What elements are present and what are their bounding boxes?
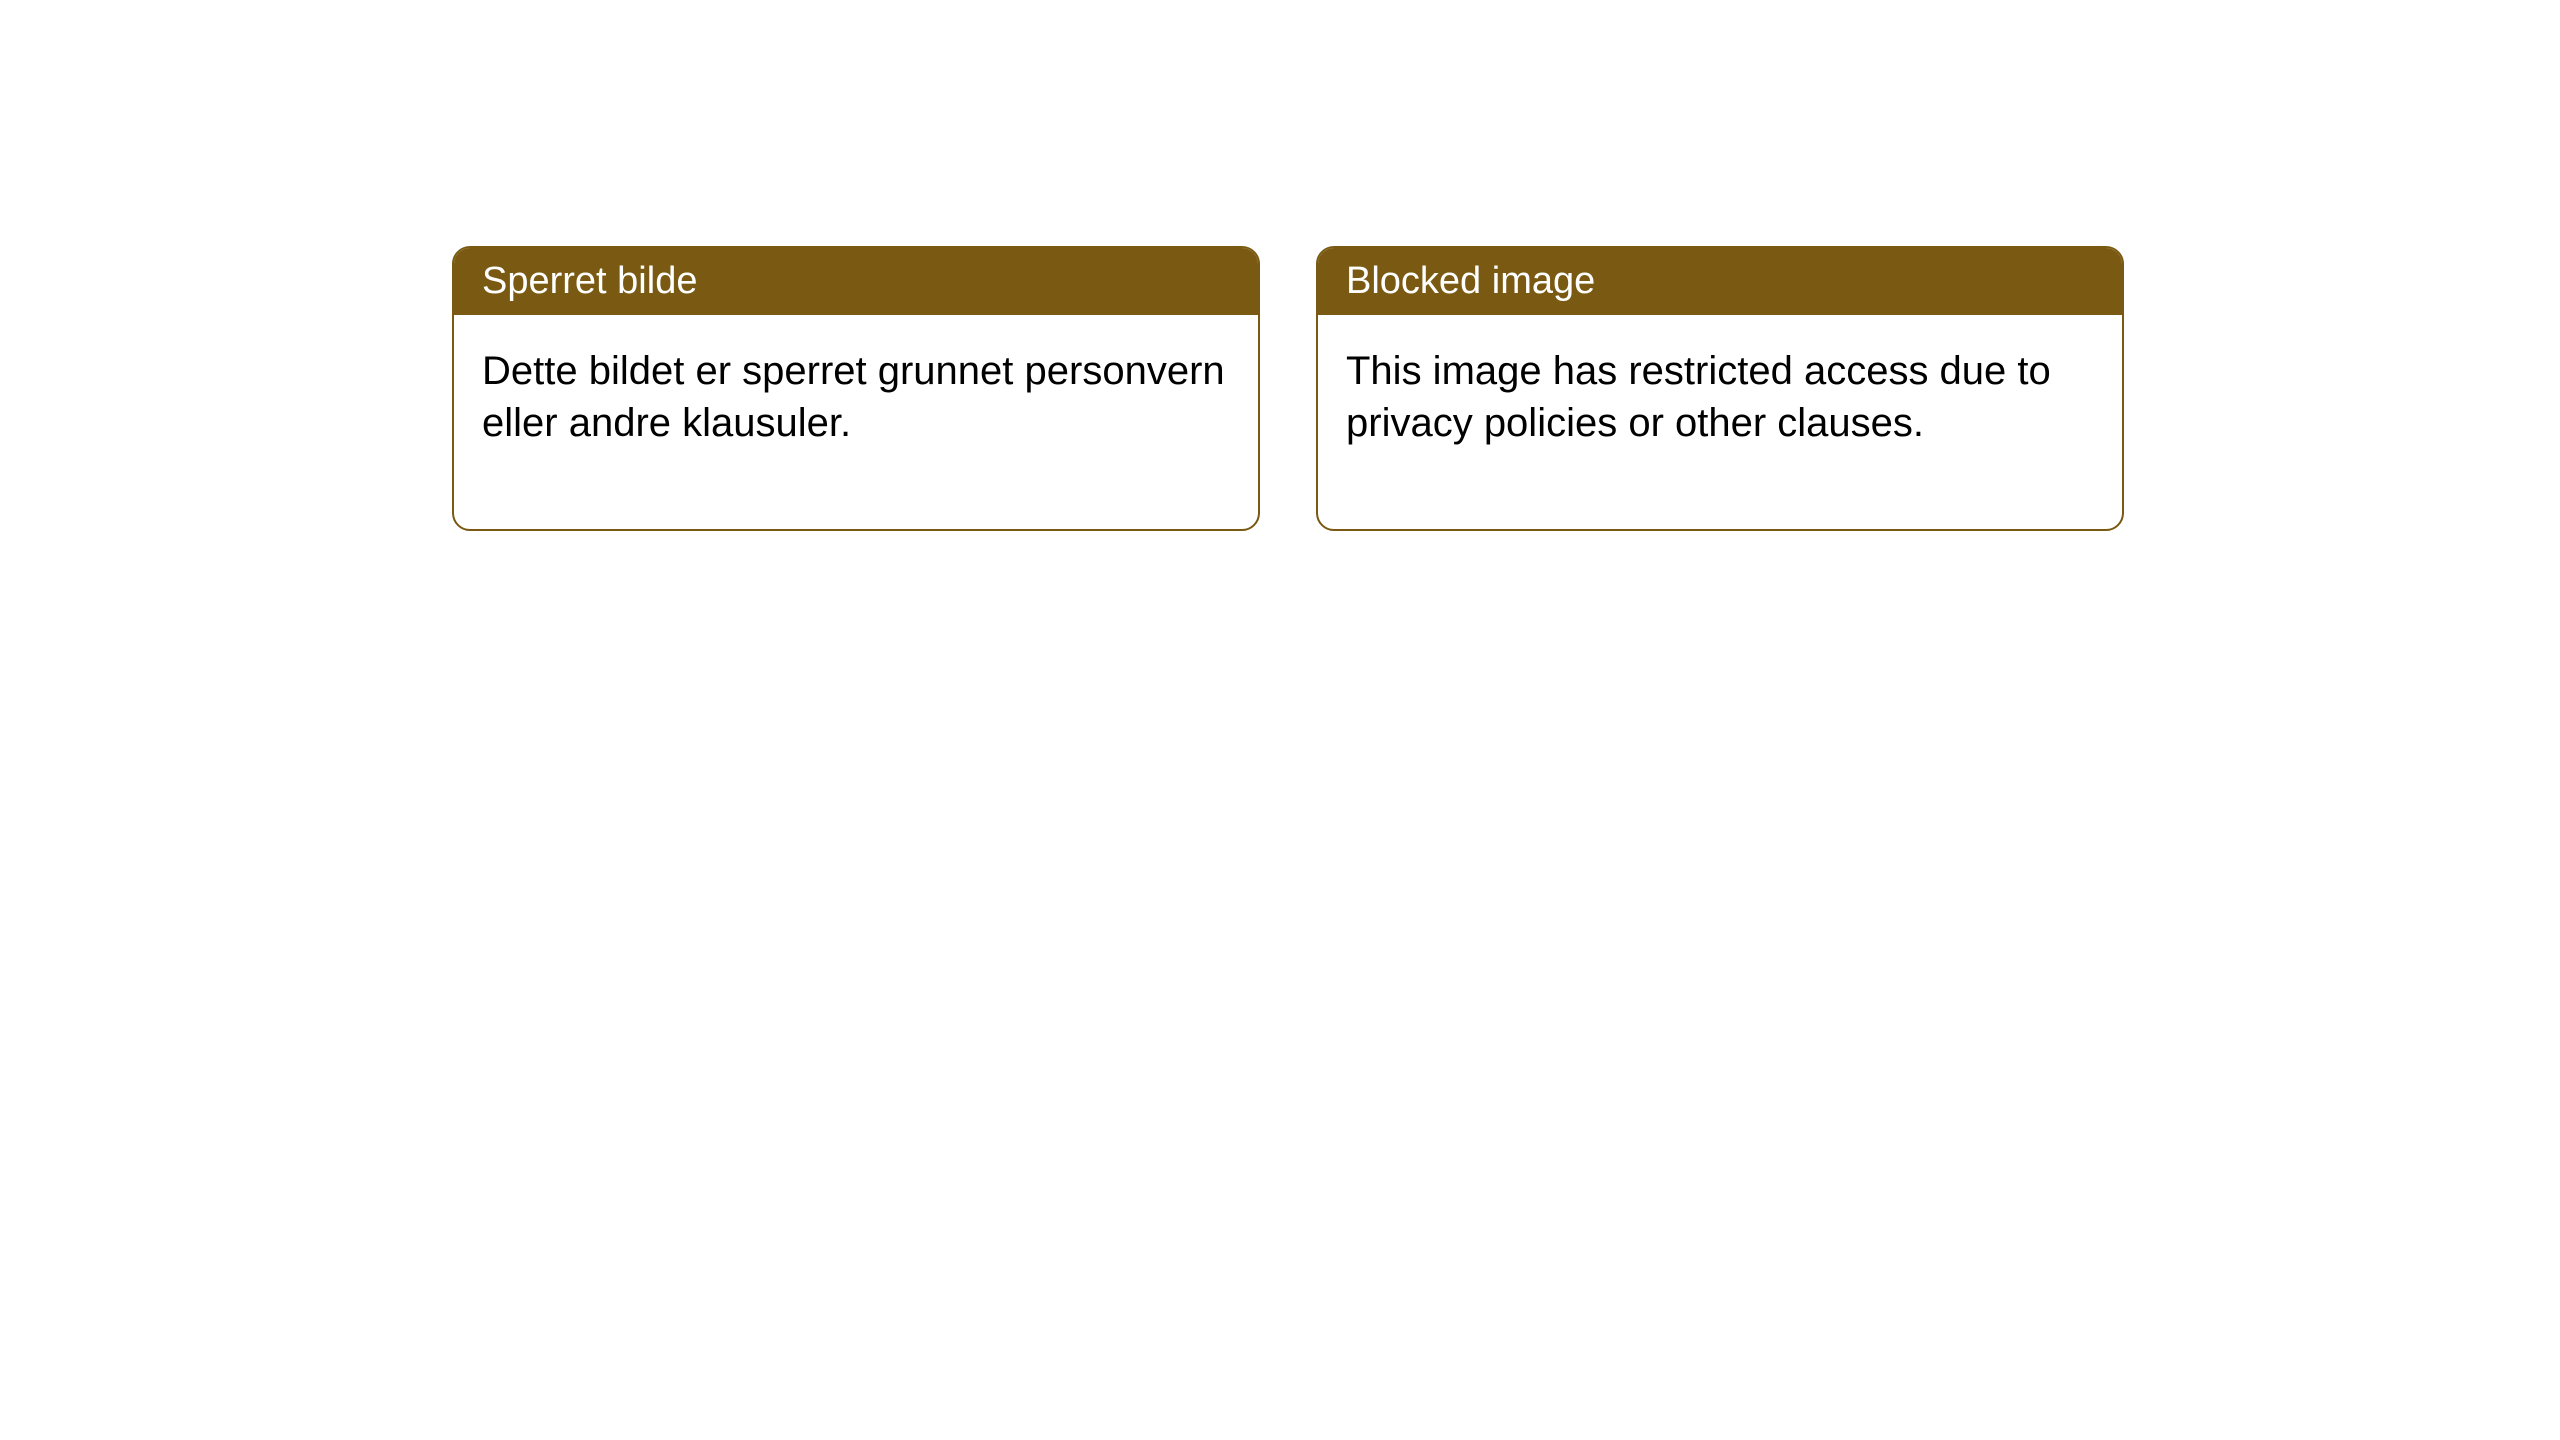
notice-title: Blocked image [1346, 260, 1595, 302]
notice-body-text: This image has restricted access due to … [1346, 349, 2051, 445]
notice-header: Sperret bilde [454, 248, 1258, 315]
notice-body: This image has restricted access due to … [1318, 315, 2122, 529]
notice-card-norwegian: Sperret bilde Dette bildet er sperret gr… [452, 246, 1260, 531]
notice-body-text: Dette bildet er sperret grunnet personve… [482, 349, 1225, 445]
notice-header: Blocked image [1318, 248, 2122, 315]
notices-container: Sperret bilde Dette bildet er sperret gr… [452, 246, 2124, 531]
notice-card-english: Blocked image This image has restricted … [1316, 246, 2124, 531]
notice-title: Sperret bilde [482, 260, 697, 302]
notice-body: Dette bildet er sperret grunnet personve… [454, 315, 1258, 529]
